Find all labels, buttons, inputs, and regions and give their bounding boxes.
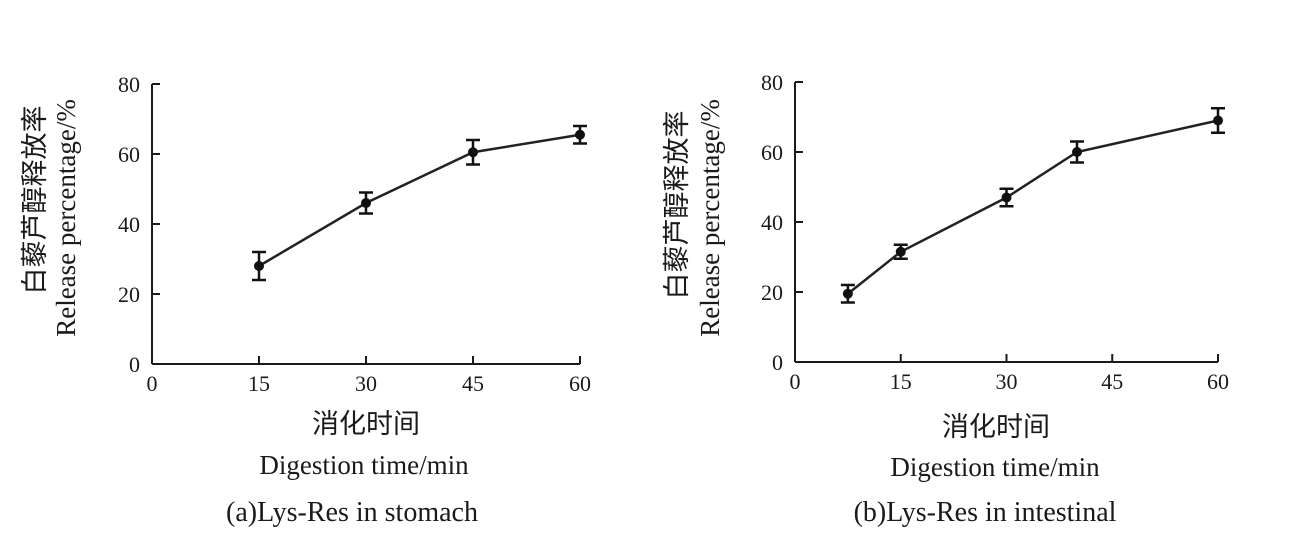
y-tick-label: 40 xyxy=(118,212,140,237)
y-tick-label: 0 xyxy=(129,352,140,377)
data-marks xyxy=(840,107,1225,304)
data-point xyxy=(575,129,585,140)
panel-caption: (b)Lys-Res in intestinal xyxy=(854,497,1117,528)
x-tick-label: 30 xyxy=(355,371,377,396)
series-line xyxy=(258,133,581,268)
x-axis-label: Digestion time/min xyxy=(890,452,1100,482)
y-tick-label: 0 xyxy=(772,350,783,375)
chart-panel-a: 0 20 40 60 80 0 15 30 45 60 白藜芦醇释放率 Release perc… xyxy=(20,72,591,528)
x-tick-label: 30 xyxy=(996,369,1018,394)
x-tick-label: 60 xyxy=(1207,369,1229,394)
y-tick-label: 40 xyxy=(761,210,783,235)
y-tick-label: 80 xyxy=(761,70,783,95)
data-point xyxy=(1001,192,1012,203)
x-tick-label: 45 xyxy=(1101,369,1123,394)
x-tick-group: 0 15 30 45 60 xyxy=(790,354,1229,394)
y-tick-label: 60 xyxy=(118,142,140,167)
y-tick-label: 20 xyxy=(118,282,140,307)
data-point xyxy=(1213,115,1223,126)
data-marks xyxy=(252,124,587,282)
y-axis-label-cn: 白藜芦醇释放率 xyxy=(20,106,51,295)
x-axis-label: Digestion time/min xyxy=(259,450,469,480)
data-point xyxy=(1072,147,1082,157)
data-point xyxy=(361,198,371,208)
y-axis-label: Release percentage/% xyxy=(695,99,725,337)
data-point xyxy=(468,147,478,158)
data-point xyxy=(895,246,906,257)
y-tick-group: 0 20 40 60 80 xyxy=(118,72,160,377)
data-point xyxy=(254,261,264,271)
x-axis-label-cn: 消化时间 xyxy=(312,409,420,440)
y-axis-label-cn: 白藜芦醇释放率 xyxy=(662,111,693,300)
chart-panel-b: 0 20 40 60 80 0 15 30 45 60 白藜芦醇释放率 Release perc… xyxy=(662,70,1229,528)
y-tick-label: 60 xyxy=(761,140,783,165)
x-tick-label: 15 xyxy=(248,371,270,396)
x-tick-label: 0 xyxy=(790,369,801,394)
x-tick-group: 0 15 30 45 60 xyxy=(147,356,591,396)
x-tick-label: 60 xyxy=(569,371,591,396)
series-line xyxy=(847,119,1219,295)
x-axis-label-cn: 消化时间 xyxy=(942,412,1050,443)
y-axis-label: Release percentage/% xyxy=(51,99,81,337)
x-tick-label: 15 xyxy=(890,369,912,394)
panel-caption: (a)Lys-Res in stomach xyxy=(226,497,478,528)
x-tick-label: 45 xyxy=(462,371,484,396)
x-tick-label: 0 xyxy=(147,371,158,396)
y-tick-group: 0 20 40 60 80 xyxy=(761,70,803,375)
y-tick-label: 20 xyxy=(761,280,783,305)
y-tick-label: 80 xyxy=(118,72,140,97)
data-point xyxy=(842,288,853,299)
